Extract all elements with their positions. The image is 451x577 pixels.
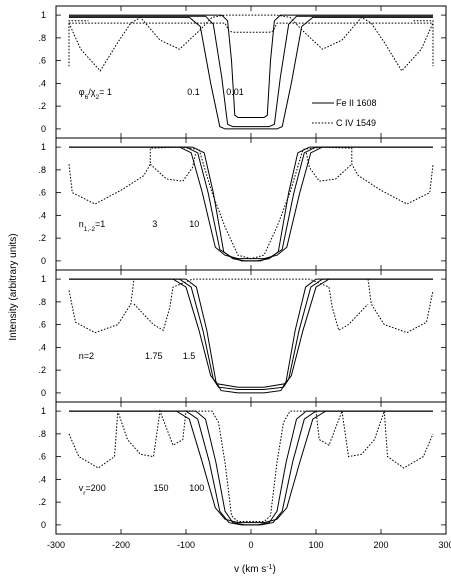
x-axis-label: v (km s-1) (234, 564, 276, 576)
panel-annotation: 1.5 (183, 351, 196, 361)
legend-label: C IV 1549 (336, 118, 376, 128)
panel-n-ratio: 0 .2 .4 .6 .8 1 n1,-2=1 3 10 (38, 137, 447, 271)
x-tick-label: -300 (47, 540, 65, 550)
y-tick-label: .8 (38, 297, 46, 307)
panel-n-index: 0 .2 .4 .6 .8 1 n=2 1.75 1.5 (38, 269, 447, 403)
panel-rotation-velocity: 0 .2 .4 .6 .8 1 vr=200 150 100 (38, 401, 447, 535)
series-line-fe-ii-1608 (69, 14, 433, 118)
panel-annotation: 1.75 (145, 351, 163, 361)
panel-frame (55, 401, 447, 535)
series-line-c-iv-1549 (133, 278, 369, 332)
series-line-c-iv-1549 (68, 146, 434, 260)
series-line-fe-ii-1608 (69, 410, 433, 524)
y-tick-label: .6 (38, 56, 46, 66)
y-tick-label: .6 (38, 188, 46, 198)
panel-frame (55, 269, 447, 403)
panel-annotation: 10 (189, 219, 199, 229)
panel-annotation: 150 (154, 483, 169, 493)
y-tick-label: .4 (38, 474, 46, 484)
x-tick-label: 300 (438, 540, 451, 550)
series-line-fe-ii-1608 (69, 278, 433, 394)
series-line-c-iv-1549 (367, 279, 434, 334)
panel-frame (55, 5, 447, 139)
series-line-c-iv-1549 (305, 152, 353, 182)
y-tick-label: 0 (41, 256, 46, 266)
y-tick-label: .4 (38, 78, 46, 88)
y-axis-label: Intensity (arbitrary units) (8, 233, 19, 340)
series-line-fe-ii-1608 (69, 146, 433, 260)
y-tick-label: .8 (38, 429, 46, 439)
panel-annotation: n=2 (79, 351, 94, 361)
panel-annotation: φ6/χ2= 1 (79, 87, 112, 101)
x-tick-label: 100 (308, 540, 323, 550)
y-tick-label: .2 (38, 101, 46, 111)
series-line-c-iv-1549 (69, 22, 433, 33)
series-line-fe-ii-1608 (69, 146, 433, 262)
y-tick-label: .2 (38, 497, 46, 507)
series-line-c-iv-1549 (68, 279, 135, 334)
series-line-c-iv-1549 (68, 14, 434, 72)
panel-annotation: 0.01 (226, 87, 244, 97)
panel-annotation: 3 (152, 219, 157, 229)
x-tick-label: -200 (112, 540, 130, 550)
y-tick-label: 1 (41, 406, 46, 416)
panel-phi-chi-ratio: 0 .2 .4 .6 .8 1 φ6/χ2= 1 0.1 0.01 Fe II 1608 C IV … (38, 5, 447, 139)
series-line-c-iv-1549 (413, 20, 434, 67)
panel-annotation: 100 (189, 483, 204, 493)
y-tick-label: 0 (41, 388, 46, 398)
y-tick-label: .2 (38, 233, 46, 243)
y-tick-label: .8 (38, 165, 46, 175)
series-line-c-iv-1549 (68, 409, 434, 522)
panel-annotation: 0.1 (187, 87, 200, 97)
legend: Fe II 1608 C IV 1549 (312, 98, 377, 128)
legend-label: Fe II 1608 (336, 98, 377, 108)
x-axis: -300 -200 -100 0 100 200 300 (47, 540, 451, 550)
series-line-fe-ii-1608 (69, 410, 433, 526)
x-tick-label: 0 (248, 540, 253, 550)
panel-frame (55, 137, 447, 271)
panel-annotation: n1,-2=1 (79, 219, 105, 233)
series-line-fe-ii-1608 (69, 278, 433, 388)
y-tick-label: 1 (41, 10, 46, 20)
series-line-c-iv-1549 (149, 152, 197, 182)
y-tick-label: 1 (41, 142, 46, 152)
y-tick-label: .6 (38, 320, 46, 330)
series-line-fe-ii-1608 (69, 278, 433, 390)
series-line-fe-ii-1608 (69, 16, 433, 130)
series-line-fe-ii-1608 (69, 146, 433, 262)
y-tick-label: .8 (38, 33, 46, 43)
x-tick-label: 200 (373, 540, 388, 550)
y-tick-label: 0 (41, 520, 46, 530)
y-tick-label: .2 (38, 365, 46, 375)
y-tick-label: 0 (41, 124, 46, 134)
y-tick-label: .4 (38, 342, 46, 352)
series-line-c-iv-1549 (68, 20, 89, 67)
series-line-fe-ii-1608 (69, 15, 433, 128)
y-tick-label: 1 (41, 274, 46, 284)
panel-annotation: vr=200 (79, 483, 106, 497)
y-tick-label: .6 (38, 452, 46, 462)
panels-group: 0 .2 .4 .6 .8 1 φ6/χ2= 1 0.1 0.01 Fe II 1608 C IV … (38, 5, 447, 535)
y-tick-label: .4 (38, 210, 46, 220)
x-tick-label: -100 (177, 540, 195, 550)
